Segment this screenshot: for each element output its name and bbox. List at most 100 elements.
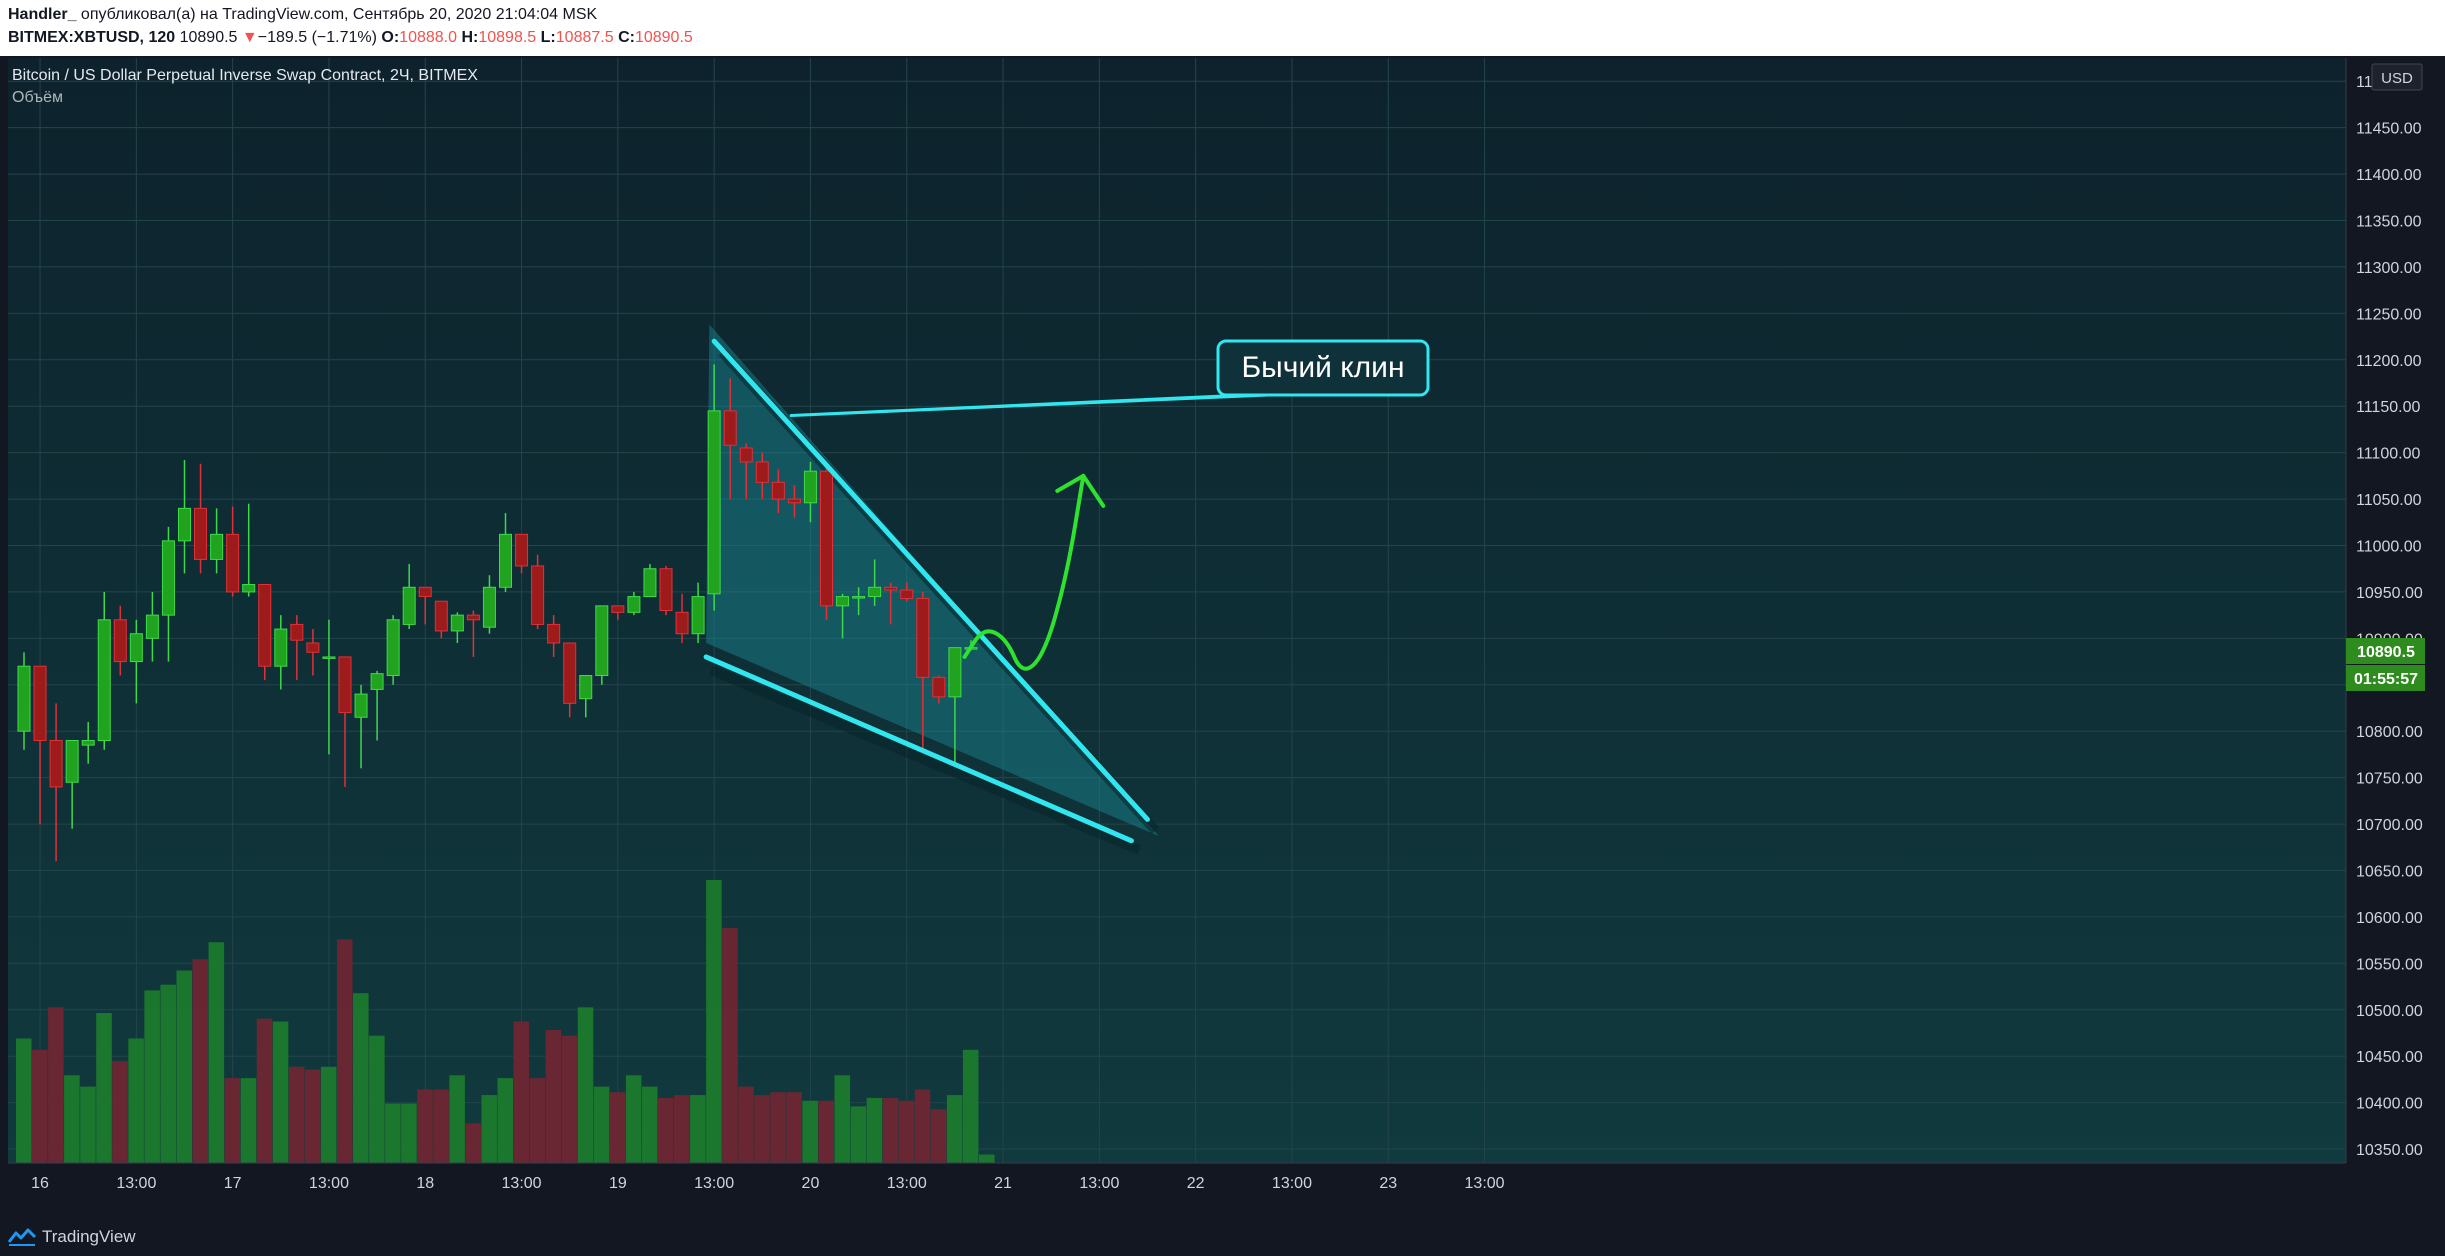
close-label: C: bbox=[618, 29, 635, 46]
volume-bar bbox=[192, 959, 209, 1163]
price-tick-label: 10750.00 bbox=[2356, 771, 2423, 788]
volume-bar bbox=[722, 928, 738, 1163]
candle-body bbox=[129, 633, 143, 663]
volume-bar bbox=[224, 1078, 241, 1163]
candle-body bbox=[499, 533, 512, 588]
candle-body bbox=[916, 597, 930, 678]
volume-bar bbox=[593, 1086, 610, 1163]
candle-body bbox=[820, 470, 833, 607]
candle-body bbox=[258, 584, 272, 667]
close-value: 10890.5 bbox=[634, 29, 693, 46]
time-tick-label: 18 bbox=[416, 1175, 434, 1192]
candle-body bbox=[755, 461, 769, 483]
candle-body bbox=[113, 619, 127, 663]
volume-bars bbox=[15, 880, 995, 1163]
time-tick-label: 13:00 bbox=[1272, 1175, 1312, 1192]
currency-button[interactable] bbox=[2371, 63, 2423, 91]
price-tick-label: 11250.00 bbox=[2356, 306, 2422, 323]
volume-bar bbox=[465, 1123, 481, 1163]
volume-bar bbox=[320, 1066, 337, 1163]
plot-area[interactable] bbox=[8, 58, 2346, 1163]
candle-body bbox=[97, 619, 111, 741]
wedge-lower-line bbox=[703, 654, 1134, 844]
candle-body bbox=[531, 565, 545, 625]
candle-body bbox=[370, 673, 384, 690]
volume-bar bbox=[208, 942, 225, 1163]
volume-bar bbox=[930, 1109, 947, 1163]
time-axis-labels: 16 13:00 17 13:00 18 13:00 19 13:00 20 13:00 21 13:… bbox=[31, 1175, 1505, 1192]
candle-body bbox=[691, 596, 705, 635]
volume-bar bbox=[770, 1092, 786, 1163]
volume-bar bbox=[417, 1089, 433, 1163]
candle-body bbox=[65, 740, 79, 783]
volume-bar bbox=[641, 1086, 658, 1163]
price-chart[interactable]: Бычий клин 10350.00 10400.00 10450.00 10500… bbox=[0, 56, 2445, 1217]
candle-body bbox=[17, 665, 31, 732]
volume-bar bbox=[946, 1095, 963, 1163]
time-tick-label: 16 bbox=[31, 1175, 49, 1192]
candle-body bbox=[242, 584, 256, 593]
volume-bar bbox=[497, 1078, 514, 1163]
candle-body bbox=[274, 628, 288, 667]
candle-body bbox=[932, 676, 946, 698]
candle-body bbox=[290, 623, 304, 641]
callout-label: Бычий клин bbox=[1241, 351, 1404, 384]
price-tick-label: 11000.00 bbox=[2356, 539, 2422, 556]
volume-bar bbox=[288, 1066, 305, 1163]
candle-body bbox=[178, 507, 191, 542]
candle-body bbox=[611, 605, 625, 613]
candle-body bbox=[418, 586, 432, 598]
candle-body bbox=[579, 675, 593, 700]
price-axis[interactable] bbox=[2346, 56, 2445, 1217]
candle-body bbox=[306, 642, 320, 653]
candle-body bbox=[739, 447, 753, 463]
low-value: 10887.5 bbox=[555, 29, 614, 46]
volume-bar bbox=[882, 1097, 899, 1163]
price-tick-label: 11050.00 bbox=[2356, 492, 2422, 509]
chart-legend-title: Bitcoin / US Dollar Perpetual Inverse Sw… bbox=[12, 67, 478, 84]
publish-line: Handler_ опубликовал(а) на TradingView.c… bbox=[8, 6, 597, 24]
author-name[interactable]: Handler_ bbox=[8, 6, 77, 23]
candle-body bbox=[627, 596, 641, 613]
candle-body bbox=[547, 623, 561, 644]
candle-body bbox=[563, 642, 577, 704]
candle-body bbox=[771, 481, 785, 500]
candle-body bbox=[515, 533, 529, 567]
callout-box bbox=[1216, 339, 1430, 397]
volume-bar bbox=[609, 1092, 626, 1163]
candlesticks bbox=[17, 364, 978, 862]
footer-brand[interactable]: TradingView bbox=[42, 1227, 136, 1246]
price-tick-label: 11400.00 bbox=[2356, 167, 2422, 184]
volume-bar bbox=[336, 939, 353, 1163]
candle-body bbox=[49, 740, 63, 788]
volume-bar bbox=[866, 1097, 883, 1163]
volume-bar bbox=[449, 1075, 465, 1163]
price-tick-label: 11300.00 bbox=[2356, 260, 2422, 277]
volume-bar bbox=[32, 1049, 48, 1163]
price-tick-label: 10400.00 bbox=[2356, 1096, 2423, 1113]
volume-bar bbox=[898, 1100, 915, 1163]
candle-body bbox=[836, 596, 850, 607]
symbol-name: BITMEX:XBTUSD, 120 bbox=[8, 29, 176, 46]
volume-bar bbox=[64, 1075, 80, 1163]
callout-pointer bbox=[789, 393, 1269, 417]
volume-bar bbox=[818, 1100, 835, 1163]
high-value: 10898.5 bbox=[478, 29, 537, 46]
candle-body bbox=[161, 540, 175, 616]
time-tick-label: 22 bbox=[1187, 1175, 1205, 1192]
price-tick-label: 10500.00 bbox=[2356, 1003, 2423, 1020]
time-tick-label: 13:00 bbox=[309, 1175, 349, 1192]
candle-body bbox=[643, 568, 657, 598]
volume-bar bbox=[240, 1078, 257, 1163]
volume-bar bbox=[385, 1103, 401, 1163]
volume-bar bbox=[112, 1061, 128, 1163]
volume-bar bbox=[914, 1089, 931, 1163]
price-tick-label: 10700.00 bbox=[2356, 817, 2423, 834]
volume-bar bbox=[160, 984, 176, 1163]
open-value: 10888.0 bbox=[399, 29, 458, 46]
candle-body bbox=[787, 498, 801, 504]
volume-bar bbox=[962, 1049, 979, 1163]
candle-body bbox=[450, 614, 464, 632]
volume-bar bbox=[978, 1154, 995, 1163]
price-change: −189.5 (−1.71%) bbox=[257, 29, 377, 46]
